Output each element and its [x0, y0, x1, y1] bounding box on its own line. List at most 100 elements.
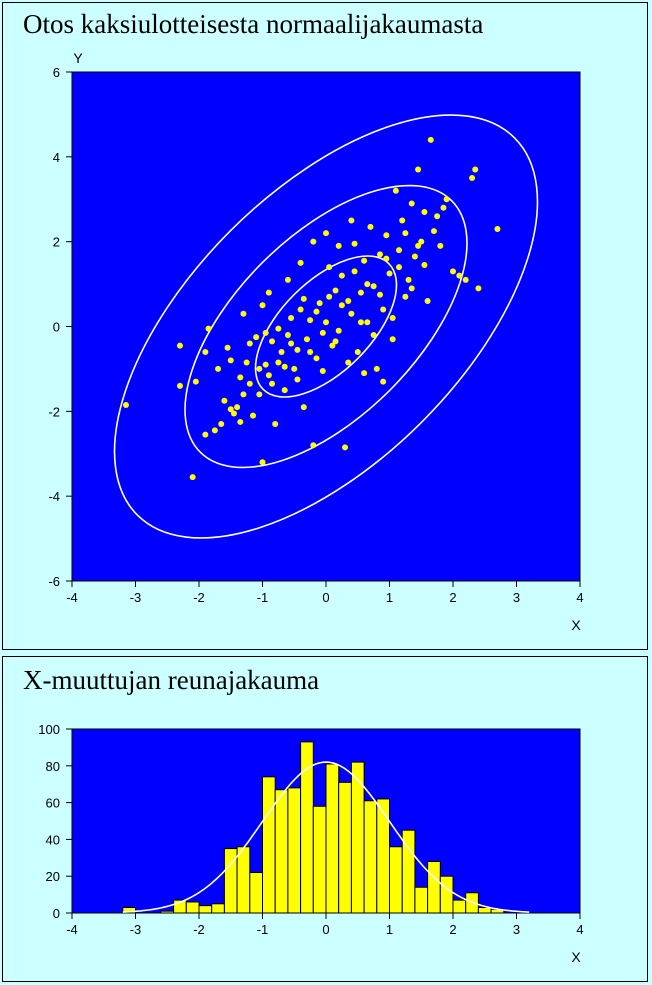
scatter-point [415, 242, 422, 249]
scatter-point [402, 293, 409, 300]
scatter-point [246, 380, 253, 387]
scatter-point [316, 300, 323, 307]
histogram-bar [287, 787, 302, 914]
contour-ellipse-2 [184, 184, 468, 469]
scatter-point [176, 342, 183, 349]
scatter-point [402, 230, 409, 237]
scatter-title: Otos kaksiulotteisesta normaalijakaumast… [23, 9, 484, 39]
scatter-point [284, 331, 291, 338]
histogram-bar [338, 781, 352, 914]
scatter-point [310, 442, 317, 449]
histogram-bar [389, 846, 403, 914]
scatter-point [237, 418, 244, 425]
scatter-point [332, 287, 339, 294]
scatter-point [380, 306, 387, 313]
y-tick-label: -4 [48, 489, 60, 504]
scatter-point [281, 363, 288, 370]
scatter-point [256, 365, 263, 372]
normal-density-curve [122, 761, 530, 913]
scatter-point [291, 365, 298, 372]
scatter-point [335, 327, 342, 334]
scatter-point [211, 427, 218, 434]
scatter-point [342, 444, 349, 451]
scatter-point [294, 376, 301, 383]
scatter-point [281, 387, 288, 394]
x-tick-label: 0 [322, 922, 329, 937]
scatter-point [246, 340, 253, 347]
scatter-point [262, 361, 269, 368]
scatter-point [192, 378, 199, 385]
histogram-bar [185, 901, 200, 914]
scatter-point [408, 200, 415, 207]
scatter-point [338, 272, 345, 279]
scatter-point [494, 225, 501, 232]
histogram-bar [363, 800, 378, 914]
scatter-point [218, 421, 225, 428]
scatter-point [319, 368, 326, 375]
scatter-point [227, 357, 234, 364]
x-axis-label: X [571, 617, 581, 633]
scatter-point [313, 308, 320, 315]
scatter-point [440, 204, 447, 211]
histogram-bar [211, 903, 225, 914]
histogram-bar [452, 899, 467, 914]
scatter-point [396, 247, 403, 254]
scatter-point [376, 251, 383, 258]
x-tick-label: -4 [66, 590, 78, 605]
x-tick-label: -1 [257, 922, 269, 937]
scatter-point [297, 306, 304, 313]
scatter-point [176, 382, 183, 389]
scatter-point [224, 344, 231, 351]
scatter-point [278, 348, 285, 355]
scatter-point [323, 230, 329, 237]
scatter-point [373, 365, 380, 372]
y-tick-label: 40 [46, 832, 60, 847]
scatter-point [437, 242, 444, 249]
y-tick-label: 2 [53, 235, 60, 250]
scatter-panel: Otos kaksiulotteisesta normaalijakaumast… [2, 2, 648, 650]
scatter-point [319, 329, 326, 336]
histogram-bar [312, 805, 327, 914]
y-tick-label: 4 [53, 150, 60, 165]
y-tick-label: -2 [48, 404, 60, 419]
scatter-point [386, 270, 393, 277]
scatter-point [462, 276, 469, 283]
scatter-point [357, 289, 364, 296]
y-tick-label: 0 [53, 906, 60, 921]
scatter-point [411, 253, 418, 260]
scatter-point [399, 217, 406, 224]
y-tick-label: 60 [46, 796, 60, 811]
y-tick-label: 100 [38, 722, 60, 737]
scatter-point [354, 348, 361, 355]
scatter-point [338, 302, 345, 309]
scatter-point [389, 315, 396, 322]
scatter-point [408, 285, 415, 292]
scatter-point [396, 264, 403, 271]
scatter-point [348, 310, 355, 317]
y-tick-label: 80 [46, 759, 60, 774]
scatter-point [364, 281, 371, 288]
scatter-point [259, 459, 266, 466]
x-tick-label: -3 [130, 922, 142, 937]
y-tick-label: -6 [48, 574, 60, 589]
x-tick-label: 4 [576, 590, 583, 605]
scatter-point [335, 242, 342, 249]
scatter-chart: -4 -3 -2 -1 0 1 2 3 4 -6 -4 -2 0 2 4 6 X Y [48, 50, 583, 633]
scatter-point [262, 329, 269, 336]
x-tick-label: -2 [193, 590, 205, 605]
scatter-plot-area [71, 71, 581, 582]
scatter-point [392, 187, 399, 194]
x-tick-label: 3 [513, 590, 520, 605]
scatter-point [472, 166, 479, 173]
scatter-point [275, 325, 282, 332]
scatter-point [265, 289, 272, 296]
x-tick-label: -2 [193, 922, 205, 937]
histogram-bar [198, 905, 213, 914]
contour-ellipse-3 [113, 114, 539, 539]
scatter-point [427, 136, 434, 143]
scatter-point [284, 276, 291, 283]
scatter-point [421, 261, 428, 268]
scatter-point [256, 391, 263, 398]
x-tick-label: -3 [130, 590, 142, 605]
